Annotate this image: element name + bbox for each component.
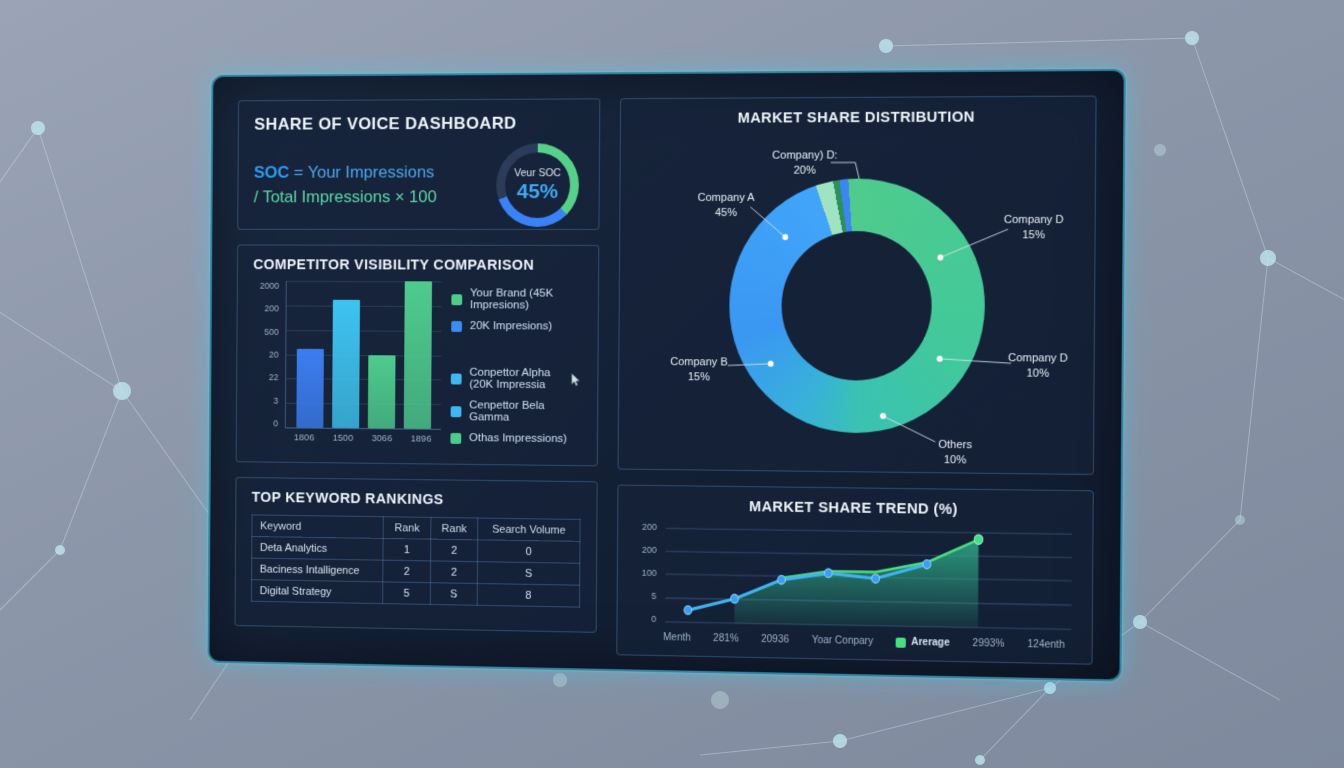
keyword-rankings-title: TOP KEYWORD RANKINGS bbox=[251, 489, 444, 509]
legend-swatch bbox=[450, 405, 462, 417]
col-header-keyword: Keyword bbox=[251, 514, 384, 539]
col-header-rank2: Rank bbox=[430, 517, 478, 540]
market-share-title: MARKET SHARE DISTRIBUTION bbox=[737, 109, 975, 127]
trend-plot-area bbox=[663, 520, 1076, 636]
bar-y-tick: 200 bbox=[264, 303, 279, 314]
market-trend-panel: MARKET SHARE TREND (%) 200 200 100 5 0 M… bbox=[616, 484, 1094, 665]
trend-y-tick: 200 bbox=[641, 544, 657, 556]
bar-1806[interactable] bbox=[295, 348, 324, 428]
legend-label: Cenpettor Bela Gamma bbox=[469, 399, 545, 424]
legend-item-others[interactable]: Othas Impressions) bbox=[450, 432, 581, 445]
bar-y-tick: 2000 bbox=[259, 280, 280, 291]
bar-x-axis: 1806 1500 3066 1896 bbox=[252, 432, 441, 445]
soc-gauge: Veur SOC 45% bbox=[495, 143, 580, 227]
bar-y-tick: 22 bbox=[268, 372, 279, 383]
market-trend-title: MARKET SHARE TREND (%) bbox=[748, 499, 958, 519]
trend-x-tick: 2993% bbox=[972, 637, 1005, 650]
trend-legend-swatch bbox=[895, 637, 907, 648]
bar-1896[interactable] bbox=[403, 281, 432, 429]
soc-panel-title: SHARE OF VOICE DASHBOARD bbox=[254, 113, 517, 134]
soc-gauge-label: Veur SOC bbox=[514, 166, 561, 179]
bar-x-tick: 3066 bbox=[371, 433, 393, 445]
market-share-panel: MARKET SHARE DISTRIBUTION bbox=[617, 95, 1097, 476]
col-header-search-volume: Search Volume bbox=[477, 518, 581, 542]
bar-plot-area bbox=[284, 280, 442, 430]
soc-formula-term: SOC bbox=[253, 163, 290, 183]
trend-y-tick: 0 bbox=[651, 613, 657, 624]
left-column: SHARE OF VOICE DASHBOARD SOC = Your Impr… bbox=[234, 98, 601, 645]
donut-label-d20: Company) D: 20% bbox=[772, 149, 838, 177]
bar-3066[interactable] bbox=[367, 354, 396, 429]
legend-item-20k[interactable]: 20K Impresions) bbox=[451, 320, 582, 333]
donut-leader-lines bbox=[635, 125, 1079, 461]
legend-swatch bbox=[450, 373, 462, 385]
legend-item-competitor-alpha[interactable]: Conpettor Alpha (20K Impressia bbox=[450, 366, 582, 392]
right-column: MARKET SHARE DISTRIBUTION bbox=[616, 95, 1097, 665]
legend-label: Conpettor Alpha (20K Impressia bbox=[469, 366, 551, 392]
bar-y-tick: 3 bbox=[273, 395, 279, 406]
bar-legend: Your Brand (45K Impresions) 20K Impresio… bbox=[450, 281, 582, 454]
bar-y-axis: 2000 200 500 20 22 3 0 bbox=[252, 281, 282, 428]
trend-y-tick: 200 bbox=[641, 521, 657, 533]
legend-label: Othas Impressions) bbox=[468, 432, 568, 446]
competitor-visibility-title: COMPETITOR VISIBILITY COMPARISON bbox=[253, 257, 535, 274]
keyword-rankings-panel: TOP KEYWORD RANKINGS Keyword Rank Rank S… bbox=[234, 476, 598, 633]
donut-label-others: Others 10% bbox=[938, 438, 973, 467]
legend-label: Your Brand (45K Impresions) bbox=[469, 287, 554, 312]
bar-x-tick: 1500 bbox=[332, 432, 354, 444]
table-row[interactable]: Digital Strategy 5 S 8 bbox=[251, 579, 580, 608]
bar-y-tick: 20 bbox=[268, 349, 279, 360]
trend-legend-label: Arerage bbox=[911, 636, 950, 649]
soc-panel: SHARE OF VOICE DASHBOARD SOC = Your Impr… bbox=[237, 98, 601, 230]
trend-x-tick: 124enth bbox=[1027, 639, 1065, 651]
bar-chart: 2000 200 500 20 22 3 0 1806 1500 bbox=[252, 281, 442, 453]
competitor-visibility-panel: COMPETITOR VISIBILITY COMPARISON 2000 20… bbox=[235, 244, 600, 467]
trend-x-tick: Menth bbox=[663, 632, 691, 644]
trend-legend[interactable]: Arerage bbox=[895, 636, 950, 649]
bar-y-tick: 0 bbox=[273, 418, 279, 429]
bar-1500[interactable] bbox=[331, 300, 360, 429]
trend-x-tick: 281% bbox=[713, 633, 739, 645]
mouse-cursor-icon bbox=[571, 373, 582, 386]
trend-x-tick: Yoar Conpary bbox=[811, 634, 874, 648]
donut-label-d10: Company D 10% bbox=[1007, 352, 1068, 380]
dashboard-board: SHARE OF VOICE DASHBOARD SOC = Your Impr… bbox=[207, 68, 1126, 682]
legend-swatch bbox=[450, 432, 462, 444]
col-header-rank1: Rank bbox=[383, 516, 431, 540]
trend-y-tick: 100 bbox=[641, 567, 657, 578]
legend-swatch bbox=[451, 320, 463, 332]
legend-label: 20K Impresions) bbox=[469, 320, 553, 333]
soc-gauge-value: 45% bbox=[516, 179, 559, 203]
soc-formula-rest: = Your Impressions bbox=[289, 162, 435, 182]
legend-swatch bbox=[451, 293, 463, 305]
donut-label-b15: Company B 15% bbox=[670, 356, 728, 384]
trend-y-tick: 5 bbox=[651, 590, 657, 601]
donut-label-a45: Company A 45% bbox=[697, 191, 755, 219]
bar-x-tick: 1896 bbox=[410, 433, 432, 445]
legend-item-your-brand[interactable]: Your Brand (45K Impresions) bbox=[451, 287, 582, 311]
bar-x-tick: 1806 bbox=[293, 432, 315, 444]
bar-y-tick: 500 bbox=[264, 326, 279, 337]
legend-item-competitor-beta[interactable]: Cenpettor Bela Gamma bbox=[450, 399, 582, 424]
soc-formula: SOC = Your Impressions / Total Impressio… bbox=[254, 161, 437, 210]
keyword-table: Keyword Rank Rank Search Volume Deta Ana… bbox=[251, 514, 581, 608]
trend-y-axis: 200 200 100 5 0 bbox=[633, 520, 660, 624]
donut-label-d15: Company D 15% bbox=[1003, 213, 1064, 242]
trend-x-tick: 20936 bbox=[761, 633, 790, 646]
soc-formula-line2: / Total Impressions × 100 bbox=[253, 187, 437, 207]
